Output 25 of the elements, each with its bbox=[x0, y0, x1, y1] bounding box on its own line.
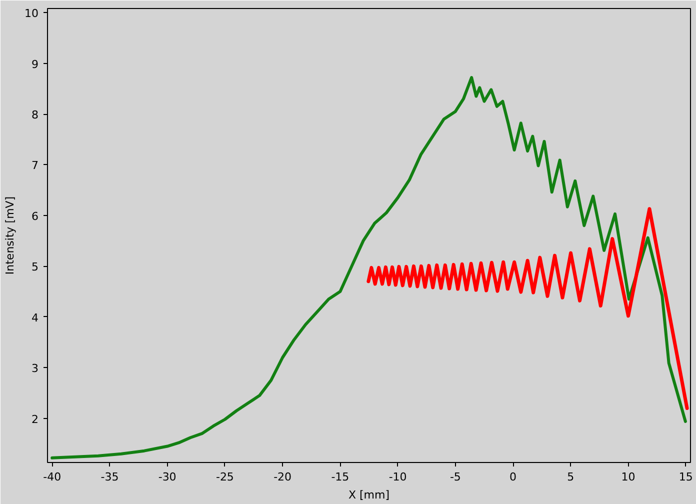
y-tick-label: 10 bbox=[24, 7, 39, 20]
line-series bbox=[50, 76, 687, 460]
x-tick-label: -10 bbox=[388, 470, 407, 484]
x-tick-label: -25 bbox=[216, 470, 234, 484]
y-tick-label: 2 bbox=[32, 412, 38, 426]
y-tick-label: 3 bbox=[32, 362, 38, 376]
x-tick-label: -40 bbox=[43, 470, 62, 484]
line-series bbox=[366, 207, 689, 410]
x-tick-label: -30 bbox=[158, 470, 176, 484]
y-tick-label: 7 bbox=[32, 159, 38, 172]
y-tick-label: 6 bbox=[32, 210, 38, 223]
x-tick-label: -35 bbox=[100, 470, 119, 484]
x-tick-label: 0 bbox=[510, 470, 517, 484]
x-axis-title: X [mm] bbox=[348, 488, 390, 502]
y-tick-label: 9 bbox=[32, 58, 38, 71]
y-tick-label: 8 bbox=[32, 108, 38, 122]
y-axis-title: Intensity [mV] bbox=[4, 196, 17, 275]
y-tick-label: 4 bbox=[32, 311, 38, 324]
x-tick-label: 10 bbox=[621, 470, 636, 484]
x-tick-label: -5 bbox=[450, 470, 461, 484]
x-tick-label: -20 bbox=[274, 470, 292, 484]
x-tick-label: -15 bbox=[331, 470, 350, 484]
x-tick-label: 15 bbox=[678, 470, 693, 484]
y-tick-label: 5 bbox=[32, 260, 38, 274]
x-tick-label: 5 bbox=[567, 470, 574, 484]
